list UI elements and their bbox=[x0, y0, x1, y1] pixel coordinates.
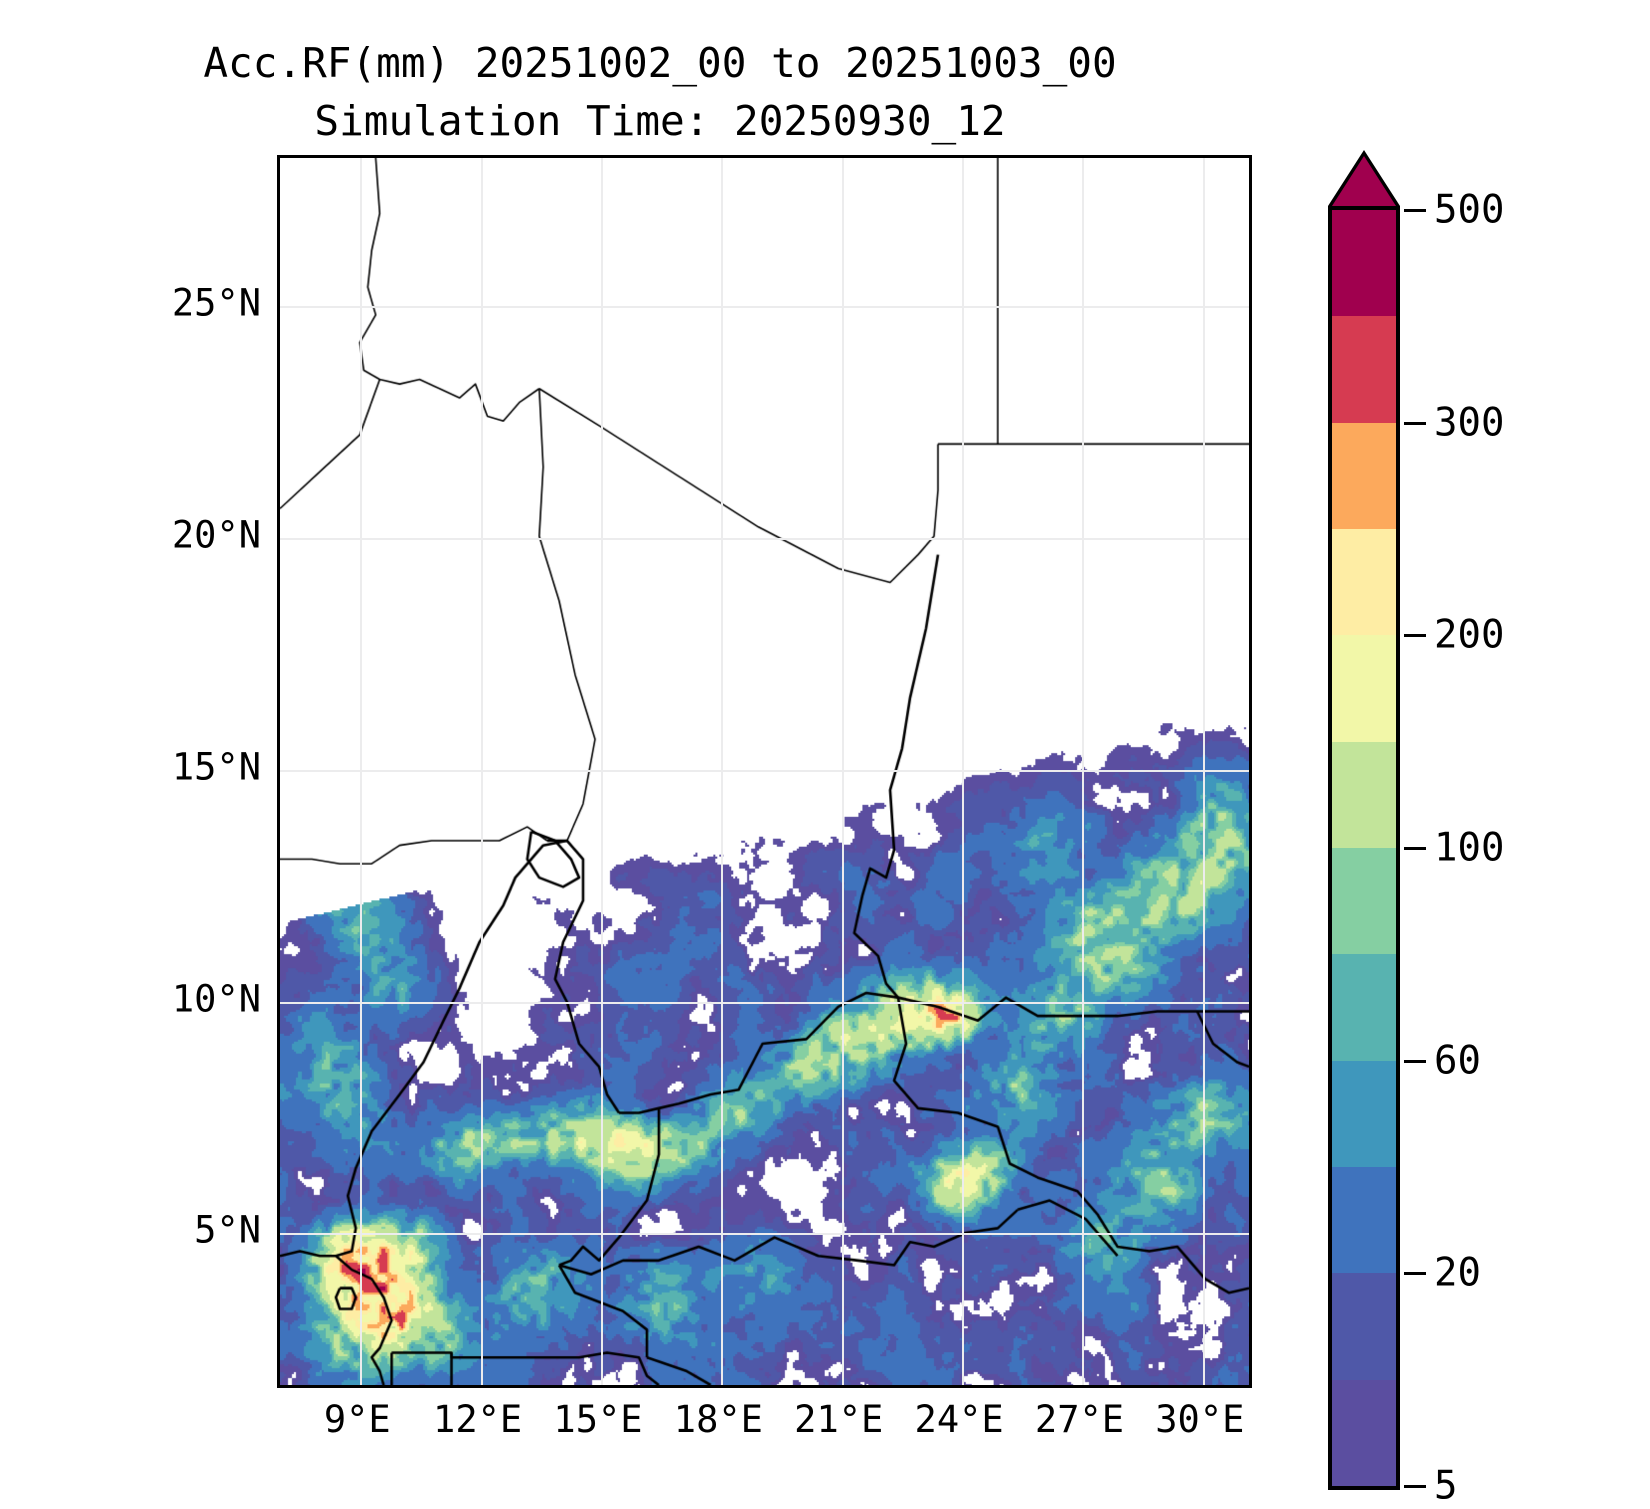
colorbar-tick-label-3: 100 bbox=[1434, 825, 1505, 871]
x-tick-label-3: 18°E bbox=[673, 1398, 763, 1441]
y-tick-label-2: 15°N bbox=[171, 745, 261, 789]
colorbar-tick-label-4: 60 bbox=[1434, 1038, 1481, 1084]
colorbar-segment-1 bbox=[1332, 1273, 1396, 1380]
y-tick-label-4: 25°N bbox=[171, 281, 261, 325]
page-title: Acc.RF(mm) 20251002_00 to 20251003_00 Si… bbox=[0, 34, 1320, 150]
colorbar-tick-label-0: 500 bbox=[1434, 187, 1505, 233]
colorbar-tick-label-2: 200 bbox=[1434, 612, 1505, 658]
colorbar-segment-8 bbox=[1332, 528, 1396, 636]
title-line-1: Acc.RF(mm) 20251002_00 to 20251003_00 bbox=[203, 39, 1117, 87]
colorbar-tick-2 bbox=[1404, 634, 1426, 638]
colorbar[interactable]: 500 300 200 100 60 20 5 bbox=[1308, 150, 1504, 1509]
x-tick-label-0: 9°E bbox=[323, 1398, 391, 1441]
gridline-horizontal bbox=[280, 538, 1249, 541]
colorbar-tick-label-6: 5 bbox=[1434, 1463, 1458, 1509]
x-tick-label-4: 21°E bbox=[794, 1398, 884, 1441]
gridline-horizontal bbox=[280, 1233, 1249, 1236]
colorbar-gradient-body bbox=[1328, 206, 1400, 1490]
colorbar-tick-6 bbox=[1404, 1485, 1426, 1488]
colorbar-segment-7 bbox=[1332, 635, 1396, 742]
x-tick-label-5: 24°E bbox=[914, 1398, 1004, 1441]
colorbar-tick-3 bbox=[1404, 847, 1426, 850]
colorbar-segment-4 bbox=[1332, 954, 1396, 1061]
colorbar-tick-0 bbox=[1404, 209, 1426, 212]
y-tick-label-1: 10°N bbox=[171, 977, 261, 1021]
x-tick-label-2: 15°E bbox=[553, 1398, 643, 1441]
colorbar-segment-3 bbox=[1332, 1060, 1396, 1167]
colorbar-segment-11 bbox=[1332, 210, 1396, 317]
colorbar-segment-10 bbox=[1332, 316, 1396, 423]
x-tick-label-1: 12°E bbox=[433, 1398, 523, 1441]
colorbar-segment-2 bbox=[1332, 1166, 1396, 1274]
x-tick-label-6: 27°E bbox=[1034, 1398, 1125, 1441]
colorbar-tick-4 bbox=[1404, 1059, 1426, 1063]
colorbar-segment-5 bbox=[1332, 847, 1396, 955]
colorbar-segment-6 bbox=[1332, 741, 1396, 848]
colorbar-tick-label-5: 20 bbox=[1434, 1250, 1481, 1296]
colorbar-tick-label-1: 300 bbox=[1434, 400, 1505, 446]
gridline-horizontal bbox=[280, 769, 1249, 772]
gridline-horizontal bbox=[280, 1001, 1249, 1004]
gridline-horizontal bbox=[280, 306, 1249, 309]
colorbar-tick-1 bbox=[1404, 421, 1426, 425]
map-plot-area[interactable] bbox=[277, 155, 1252, 1388]
title-line-2: Simulation Time: 20250930_12 bbox=[314, 97, 1006, 145]
y-tick-label-0: 5°N bbox=[194, 1208, 261, 1252]
y-tick-label-3: 20°N bbox=[171, 513, 261, 557]
colorbar-segment-0 bbox=[1332, 1379, 1396, 1486]
x-tick-label-7: 30°E bbox=[1155, 1398, 1245, 1441]
colorbar-tick-5 bbox=[1404, 1272, 1426, 1276]
colorbar-segment-9 bbox=[1332, 422, 1396, 529]
colorbar-extend-arrow-fill bbox=[1332, 156, 1396, 206]
